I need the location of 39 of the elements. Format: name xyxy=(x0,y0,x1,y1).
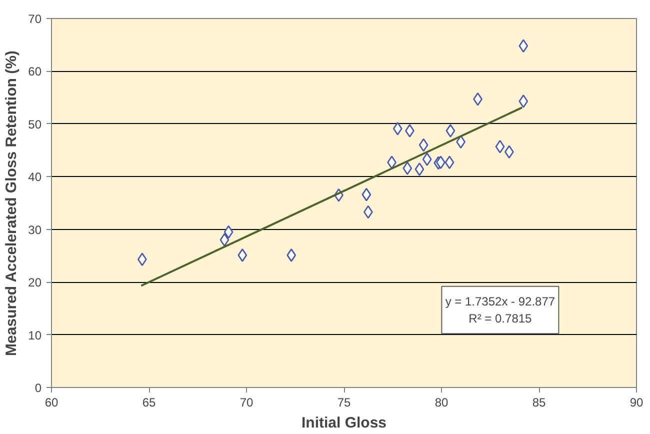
y-tick-label: 50 xyxy=(28,117,42,132)
point xyxy=(518,94,528,108)
y-tick-label: 20 xyxy=(28,276,42,290)
point xyxy=(402,162,412,175)
point xyxy=(418,138,428,152)
x-tick-label: 60 xyxy=(44,396,58,410)
x-tick-label: 70 xyxy=(240,396,254,410)
x-axis-title: Initial Gloss xyxy=(301,414,387,432)
point xyxy=(238,248,248,262)
point xyxy=(495,140,505,154)
x-tick-label: 75 xyxy=(337,396,351,410)
x-tick-label: 80 xyxy=(434,396,448,410)
point xyxy=(137,252,147,266)
point xyxy=(286,248,296,262)
point xyxy=(518,39,528,53)
point xyxy=(224,225,234,239)
y-tick-label: 0 xyxy=(34,381,42,395)
y-tick-label: 60 xyxy=(28,64,42,79)
annotation: y = 1.7352x - 92.877 xyxy=(445,294,556,309)
point xyxy=(456,135,466,149)
x-tick-label: 85 xyxy=(532,396,546,410)
point xyxy=(444,156,454,170)
point xyxy=(392,122,402,136)
point xyxy=(363,205,373,219)
point xyxy=(220,233,230,247)
x-tick-label: 90 xyxy=(630,396,644,410)
point xyxy=(405,124,414,138)
point xyxy=(446,124,456,138)
point xyxy=(362,188,372,202)
annotation: R² = 0.7815 xyxy=(468,311,532,326)
y-tick-label: 30 xyxy=(28,222,42,237)
x-tick-label: 65 xyxy=(142,396,156,410)
y-axis-title: Measured Accelerated Gloss Retention (%) xyxy=(3,50,20,356)
point xyxy=(414,162,424,176)
y-tick-label: 10 xyxy=(28,328,42,342)
point xyxy=(422,152,432,166)
y-tick-label: 70 xyxy=(28,12,42,26)
point xyxy=(504,145,514,159)
y-tick-label: 40 xyxy=(28,170,42,184)
